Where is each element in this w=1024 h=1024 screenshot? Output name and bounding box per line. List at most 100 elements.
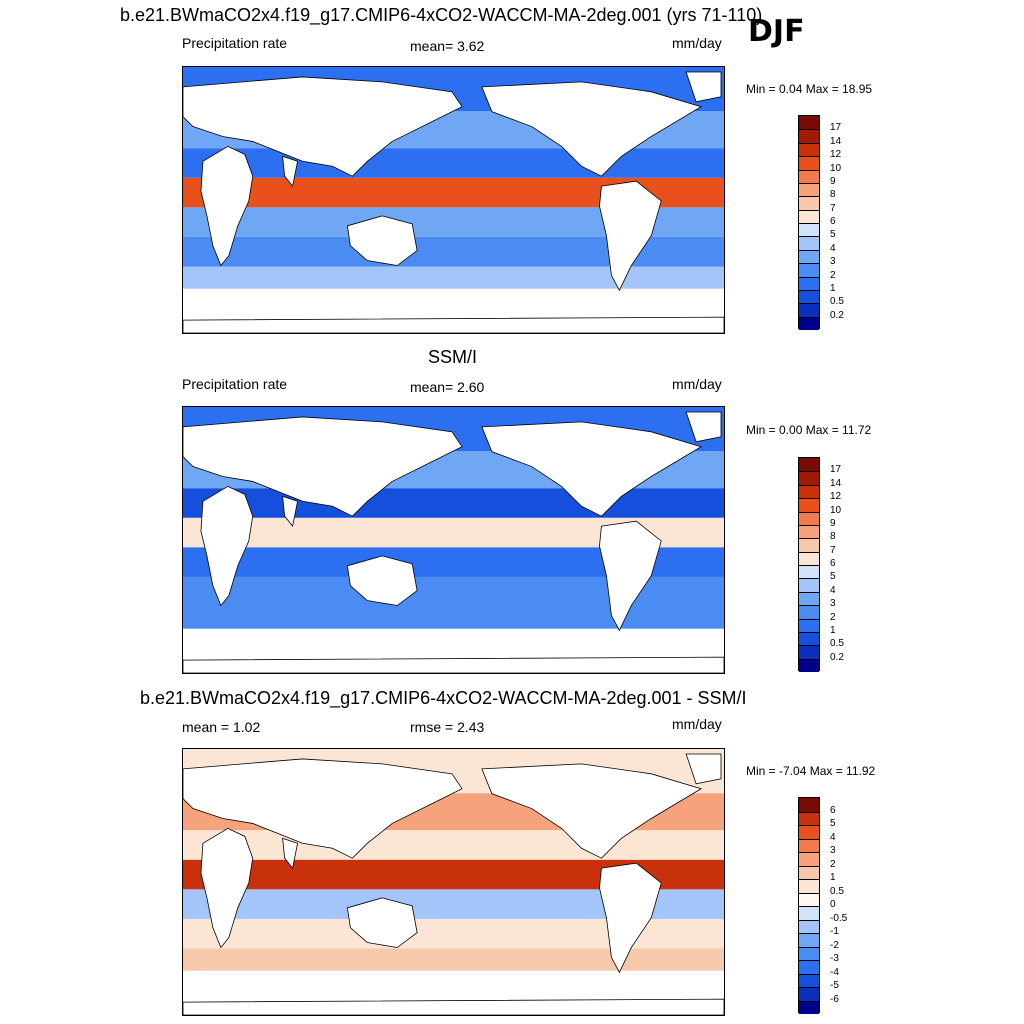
colorbar-segment	[799, 182, 819, 197]
continent-outline-4	[481, 81, 703, 177]
colorbar-tick-label: 12	[830, 491, 842, 503]
colorbar-segment	[799, 919, 819, 933]
panel2-mean: mean= 2.60	[410, 379, 485, 395]
colorbar-segment	[799, 249, 819, 264]
colorbar-segment	[799, 591, 819, 606]
colorbar-segment	[799, 196, 819, 210]
continent-outline-3	[346, 215, 418, 266]
colorbar-tick-label: 9	[830, 517, 836, 529]
panel2-minmax: Min = 0.00 Max = 11.72	[746, 423, 872, 437]
colorbar-segment	[799, 236, 819, 250]
panel1-units: mm/day	[672, 35, 722, 51]
colorbar-segment	[799, 276, 819, 290]
continent-outline-4	[481, 421, 703, 517]
colorbar-segment	[799, 289, 819, 304]
panel1-colorbar	[798, 115, 820, 330]
colorbar-segment	[799, 524, 819, 539]
colorbar-segment	[799, 129, 819, 143]
colorbar-tick-label: 4	[830, 831, 836, 843]
colorbar-tick-label: 14	[830, 477, 842, 489]
continent-outline-5	[599, 180, 662, 292]
panel2-units: mm/day	[672, 376, 722, 392]
colorbar-tick-label: 1	[830, 872, 836, 883]
colorbar-tick-label: 6	[830, 216, 836, 227]
colorbar-tick-label: 2	[830, 269, 836, 281]
season-label: DJF	[748, 14, 805, 49]
colorbar-tick-label: 0	[830, 899, 836, 910]
colorbar-segment	[799, 838, 819, 852]
lat-band-6	[183, 266, 724, 289]
panel2-map	[182, 406, 725, 674]
colorbar-tick-label: 3	[830, 256, 836, 268]
colorbar-tick-label: 4	[830, 584, 836, 596]
colorbar-tick-label: -6	[830, 993, 839, 1005]
panel3-colorbar	[798, 797, 820, 1014]
colorbar-segment	[799, 209, 819, 223]
colorbar-tick-label: -4	[830, 966, 839, 978]
panel1-field-label: Precipitation rate	[182, 35, 288, 51]
colorbar-segment	[799, 142, 819, 157]
lat-band-2	[183, 488, 724, 518]
colorbar-tick-label: 3	[830, 598, 836, 610]
colorbar-tick-label: 7	[830, 544, 836, 556]
colorbar-segment	[799, 618, 819, 632]
continent-outline-6	[183, 998, 724, 1015]
colorbar-tick-label: 0.2	[830, 651, 844, 663]
colorbar-tick-label: 5	[830, 818, 836, 829]
continent-outline-7	[685, 753, 722, 785]
panel3-units: mm/day	[672, 716, 722, 732]
colorbar-segment	[799, 811, 819, 825]
lat-band-6	[183, 948, 724, 971]
colorbar-segment	[799, 156, 819, 170]
colorbar-segment	[799, 498, 819, 512]
panel2-title: SSM/I	[428, 347, 478, 367]
colorbar-tick-label: 2	[830, 611, 836, 623]
continent-outline-1	[183, 416, 463, 517]
continent-outline-3	[346, 897, 418, 948]
panel3-minmax: Min = -7.04 Max = 11.92	[746, 764, 876, 778]
colorbar-tick-label: -2	[830, 939, 839, 951]
panel1-minmax: Min = 0.04 Max = 18.95	[746, 82, 873, 96]
colorbar-tick-label: 2	[830, 858, 836, 870]
panel3-title: b.e21.BWmaCO2x4.f19_g17.CMIP6-4xCO2-WACC…	[140, 688, 747, 708]
colorbar-tick-label: -3	[830, 953, 839, 964]
colorbar-tick-label: 12	[830, 149, 842, 161]
colorbar-segment	[799, 879, 819, 893]
continent-outline-0	[200, 827, 254, 949]
continent-outline-3	[346, 555, 418, 606]
colorbar-segment	[799, 565, 819, 579]
colorbar-segment	[799, 933, 819, 947]
continent-outline-2	[282, 495, 299, 528]
lat-band-6	[183, 606, 724, 629]
colorbar-tick-label: 17	[830, 464, 842, 476]
panel1-title: b.e21.BWmaCO2x4.f19_g17.CMIP6-4xCO2-WACC…	[120, 5, 763, 25]
colorbar-segment	[799, 798, 819, 812]
continent-outline-4	[481, 763, 703, 859]
colorbar-tick-label: 0.2	[830, 309, 844, 321]
colorbar-tick-label: 10	[830, 162, 842, 174]
colorbar-tick-label: 0.5	[830, 885, 844, 897]
panel3-map	[182, 748, 725, 1016]
colorbar-tick-label: 0.5	[830, 296, 844, 308]
colorbar-segment	[799, 892, 819, 906]
colorbar-segment	[799, 906, 819, 920]
colorbar-tick-label: -5	[830, 980, 839, 991]
continent-outline-5	[599, 520, 662, 632]
panel2-colorbar	[798, 457, 820, 672]
colorbar-tick-label: 7	[830, 202, 836, 214]
colorbar-tick-label: 0.5	[830, 638, 844, 650]
colorbar-tick-label: 14	[830, 135, 842, 147]
colorbar-segment	[799, 169, 819, 183]
colorbar-segment	[799, 303, 819, 317]
lat-band-2	[183, 830, 724, 860]
colorbar-tick-label: 5	[830, 229, 836, 241]
colorbar-segment	[799, 484, 819, 499]
panel1-mean: mean= 3.62	[410, 38, 485, 54]
colorbar-segment	[799, 538, 819, 552]
colorbar-segment	[799, 511, 819, 525]
colorbar-tick-label: 9	[830, 175, 836, 187]
colorbar-tick-label: 5	[830, 571, 836, 583]
panel1-map	[182, 66, 725, 334]
panel2-field-label: Precipitation rate	[182, 376, 288, 392]
colorbar-segment	[799, 578, 819, 592]
